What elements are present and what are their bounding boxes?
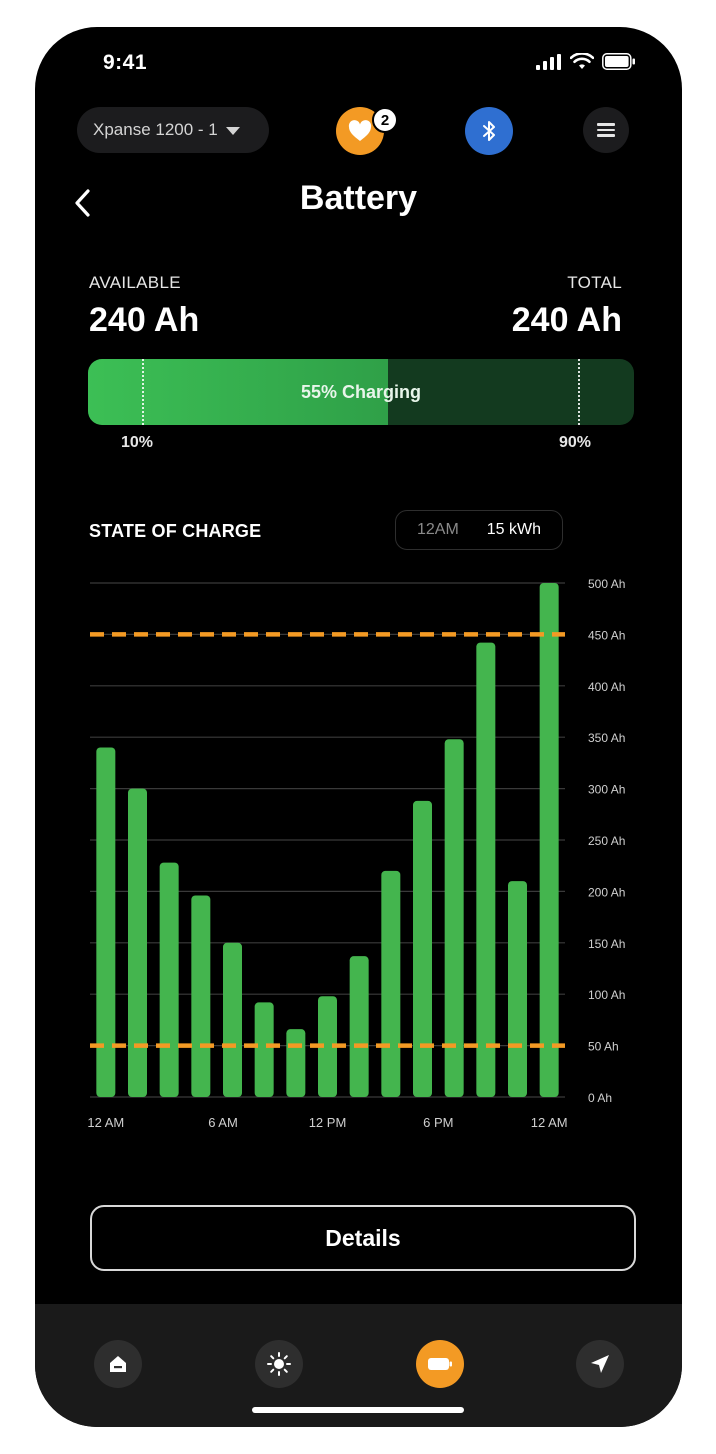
notification-badge: 2 [372,107,398,133]
battery-icon [428,1358,452,1370]
range-option-energy[interactable]: 15 kWh [486,521,542,538]
chart-bar [318,996,337,1097]
charge-status-text: 55% Charging [300,381,422,402]
hamburger-line [597,128,615,132]
chart-bar [223,942,242,1097]
y-tick-label: 450 Ah [588,628,625,642]
tab-home[interactable] [94,1340,142,1388]
chart-bar [286,1029,306,1097]
chart-bar [128,788,147,1097]
chart-bar [96,747,116,1097]
details-button[interactable]: Details [90,1205,636,1271]
x-tick-label: 6 PM [423,1115,453,1130]
chevron-down-icon [225,127,240,135]
chevron-left-icon [75,189,90,217]
available-value: 240 Ah [89,301,200,339]
back-button[interactable] [73,183,103,223]
low-limit-label: 10% [121,434,154,451]
y-tick-label: 100 Ah [588,988,625,1002]
x-tick-label: 12 AM [531,1115,568,1130]
range-toggle[interactable]: 12AM 15 kWh [395,510,563,550]
hamburger-line [597,134,615,137]
chart-bar [476,642,496,1097]
x-tick-label: 6 AM [208,1115,238,1130]
page-title: Battery [299,179,418,217]
home-icon [110,1356,126,1372]
menu-button[interactable] [583,107,629,153]
heart-icon [348,120,372,141]
y-tick-label: 350 Ah [588,731,625,745]
chart-bar [413,800,432,1097]
bluetooth-button[interactable] [465,107,513,155]
y-tick-label: 300 Ah [588,783,625,797]
sun-icon [267,1352,291,1376]
device-selector[interactable]: Xpanse 1200 - 1 [77,107,269,153]
chart-bar [381,870,401,1097]
tab-navigation[interactable] [576,1340,624,1388]
signal-icon [536,53,561,70]
total-label: TOTAL [567,273,622,292]
y-tick-label: 400 Ah [588,680,625,694]
hamburger-icon [597,123,615,126]
chart-bar [508,881,527,1097]
y-tick-label: 0 Ah [588,1091,612,1105]
navigation-icon [591,1355,609,1373]
chart-bar [254,1002,274,1097]
tab-solar[interactable] [255,1340,303,1388]
range-option-time[interactable]: 12AM [416,521,459,538]
chart-bar [349,956,369,1097]
bluetooth-icon [483,121,495,141]
tab-bar [35,1304,682,1427]
home-indicator [252,1407,464,1413]
status-icons [536,53,636,70]
tab-battery[interactable] [416,1340,464,1388]
x-tick-label: 12 AM [87,1115,124,1130]
low-limit-marker [141,359,144,425]
health-button[interactable] [336,107,384,155]
battery-status-icon [602,53,635,70]
total-value: 240 Ah [511,301,622,339]
device-name: Xpanse 1200 - 1 [93,120,218,139]
chart-bar [444,739,464,1097]
soc-chart: 500 Ah 450 Ah 400 Ah 350 Ah 300 Ah 250 Ah 200 … [87,577,625,1130]
y-tick-label: 200 Ah [588,885,625,899]
phone-screen: 9:41 Xpanse 1200 - 1 2 [35,27,682,1427]
y-tick-label: 50 Ah [588,1040,619,1054]
y-tick-label: 150 Ah [588,937,625,951]
chart-bar [159,862,179,1097]
soc-title: STATE OF CHARGE [89,521,262,541]
status-time: 9:41 [103,51,148,74]
available-label: AVAILABLE [89,273,181,292]
y-tick-label: 500 Ah [588,577,625,591]
chart-bar [539,583,559,1097]
charge-bar-fill [88,359,389,425]
x-tick-label: 12 PM [309,1115,347,1130]
wifi-icon [570,53,594,69]
high-limit-marker [578,359,581,425]
charge-bar: 55% Charging [88,359,634,425]
y-tick-label: 250 Ah [588,834,625,848]
chart-bar [191,895,211,1097]
high-limit-label: 90% [559,434,592,451]
